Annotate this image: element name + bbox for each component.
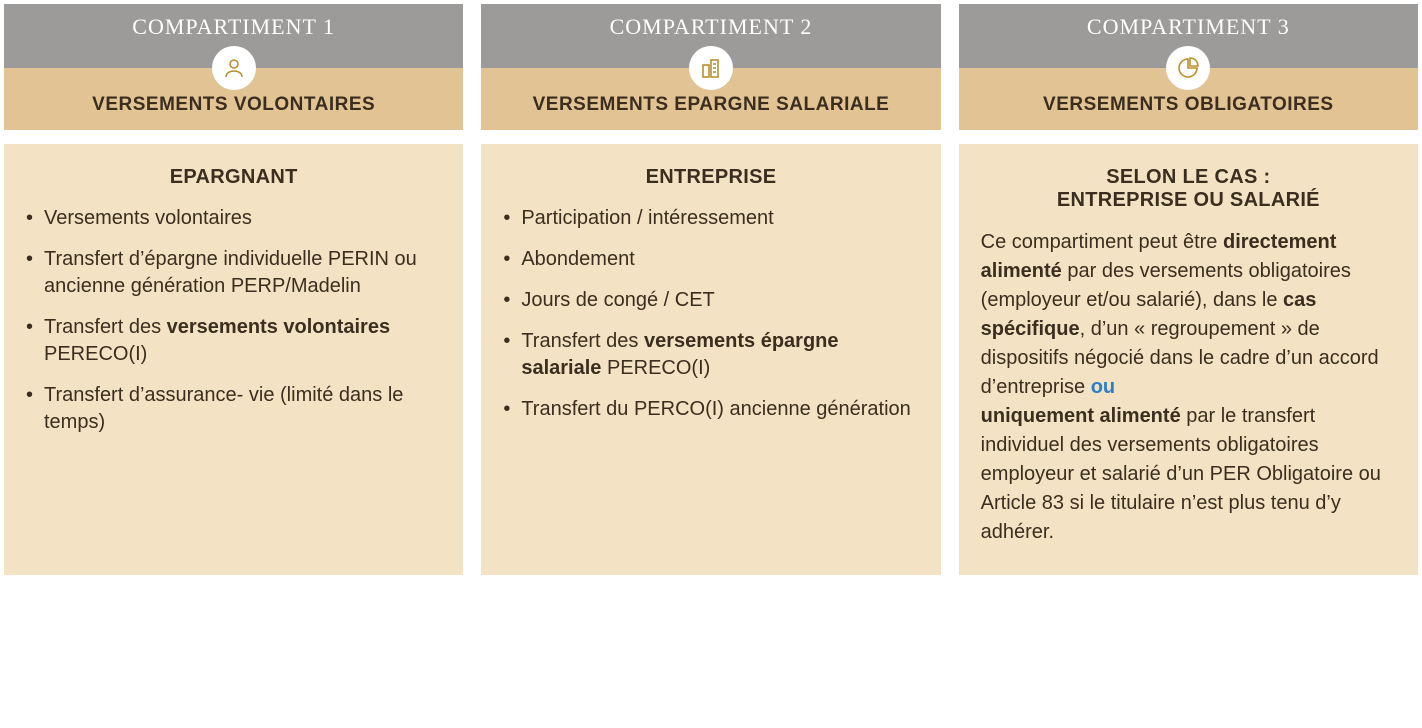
body-title: EPARGNANT [26,166,441,189]
compartment-title: COMPARTIMENT 3 [1087,14,1290,39]
compartment-header: COMPARTIMENT 3 [959,4,1418,68]
item-list: Versements volontaires Transfert d’épargn… [26,205,441,436]
text-run: PERECO(I) [601,357,710,379]
text-run: Transfert d’épargne individuelle PERIN o… [44,248,417,297]
list-item: Participation / intéressement [503,205,918,232]
list-item: Transfert d’épargne individuelle PERIN o… [26,246,441,300]
list-item: Jours de congé / CET [503,287,918,314]
item-list: Participation / intéressement Abondement J… [503,205,918,423]
compartment-title: COMPARTIMENT 1 [132,14,335,39]
body-paragraph: Ce compartiment peut être directement al… [981,228,1396,547]
list-item: Versements volontaires [26,205,441,232]
text-run: PERECO(I) [44,343,147,365]
compartment-column: COMPARTIMENT 2 VERSEMENTS EPARGNE SALARIA… [481,4,940,575]
list-item: Transfert des versements épargne salaria… [503,328,918,382]
text-run: Transfert des [44,316,167,338]
text-run: Abondement [521,248,634,270]
list-item: Transfert du PERCO(I) ancienne génératio… [503,396,918,423]
compartment-body: EPARGNANT Versements volontaires Transfert… [4,144,463,575]
text-run: Versements volontaires [44,207,252,229]
text-run: Transfert des [521,330,644,352]
pie-chart-icon [1166,46,1210,90]
list-item: Transfert d’assurance- vie (limité dans … [26,382,441,436]
compartment-subtitle: VERSEMENTS VOLONTAIRES [92,94,375,115]
buildings-icon [689,46,733,90]
compartment-header: COMPARTIMENT 1 [4,4,463,68]
text-run: Participation / intéressement [521,207,773,229]
text-run: uniquement alimenté [981,405,1181,427]
text-run: ou [1091,376,1115,398]
body-title: SELON LE CAS :ENTREPRISE OU SALARIÉ [981,166,1396,212]
compartment-column: COMPARTIMENT 1 VERSEMENTS VOLONTAIRES EPAR… [4,4,463,575]
compartment-column: COMPARTIMENT 3 VERSEMENTS OBLIGATOIRES SEL… [959,4,1418,575]
text-run: Transfert du PERCO(I) ancienne génératio… [521,398,910,420]
compartment-subtitle: VERSEMENTS EPARGNE SALARIALE [533,94,890,115]
compartment-title: COMPARTIMENT 2 [610,14,813,39]
compartment-subtitle: VERSEMENTS OBLIGATOIRES [1043,94,1334,115]
text-run: Jours de congé / CET [521,289,714,311]
text-run: Ce compartiment peut être [981,231,1223,253]
compartment-body: SELON LE CAS :ENTREPRISE OU SALARIÉ Ce co… [959,144,1418,575]
compartment-header: COMPARTIMENT 2 [481,4,940,68]
text-run: Transfert d’assurance- vie (limité dans … [44,384,403,433]
compartment-body: ENTREPRISE Participation / intéressement A… [481,144,940,575]
list-item: Abondement [503,246,918,273]
body-title: ENTREPRISE [503,166,918,189]
text-run: versements volontaires [167,316,390,338]
list-item: Transfert des versements volontaires PER… [26,314,441,368]
person-icon [212,46,256,90]
